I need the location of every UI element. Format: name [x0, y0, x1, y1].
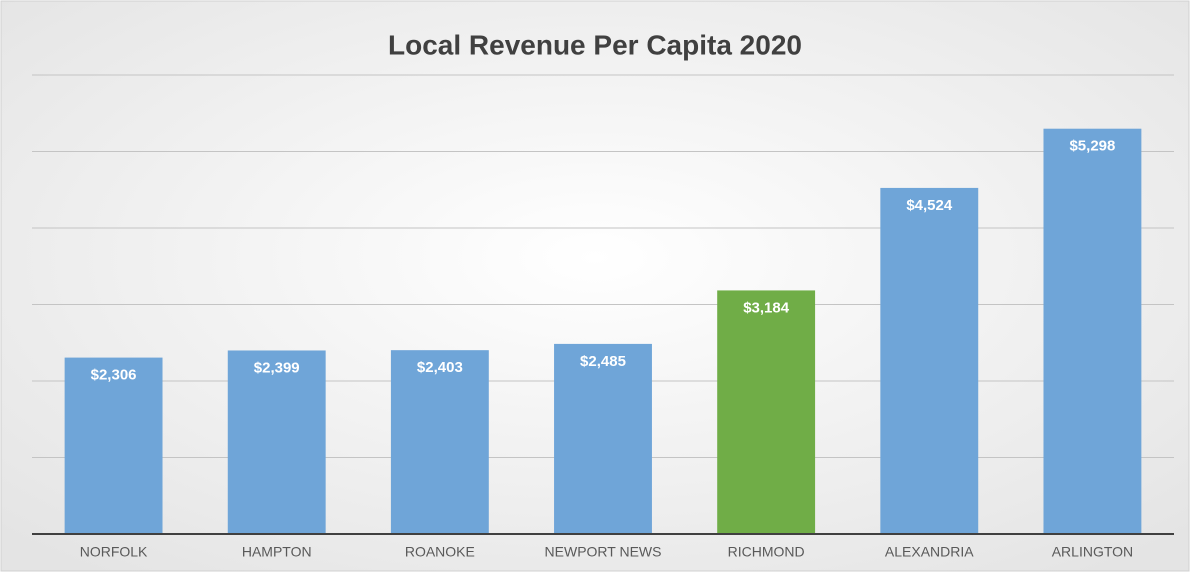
x-tick-label: ROANOKE — [405, 544, 475, 560]
bar — [390, 350, 489, 534]
data-label: $3,184 — [743, 299, 790, 316]
bar — [1043, 128, 1142, 534]
x-tick-label: HAMPTON — [242, 544, 312, 560]
data-label: $2,306 — [91, 367, 137, 384]
bar — [227, 350, 326, 534]
data-label: $4,524 — [906, 197, 953, 214]
x-tick-label: NORFOLK — [80, 544, 148, 560]
x-tick-label: NEWPORT NEWS — [545, 544, 662, 560]
x-tick-label: ARLINGTON — [1052, 544, 1133, 560]
chart-title: Local Revenue Per Capita 2020 — [388, 29, 802, 60]
bar — [717, 290, 816, 534]
bar — [64, 357, 163, 534]
bar — [880, 187, 979, 534]
data-label: $5,298 — [1069, 138, 1115, 155]
bar — [554, 343, 652, 534]
data-label: $2,485 — [580, 353, 626, 370]
data-label: $2,403 — [417, 359, 463, 376]
x-tick-label: RICHMOND — [728, 544, 805, 560]
x-tick-label: ALEXANDRIA — [885, 544, 974, 560]
data-label: $2,399 — [254, 359, 300, 376]
